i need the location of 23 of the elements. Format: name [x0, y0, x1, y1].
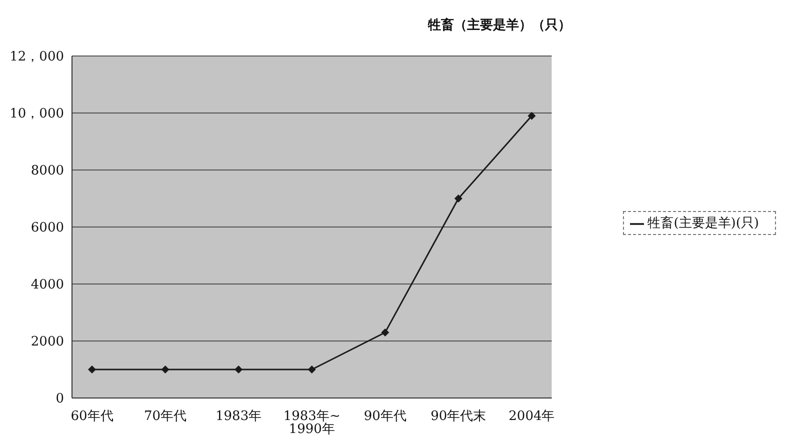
point [234, 366, 243, 374]
point [88, 366, 96, 374]
y-tick-label: 12，000 [10, 50, 64, 65]
point [161, 366, 170, 374]
point [454, 194, 462, 202]
point [381, 328, 390, 336]
x-tick-label: 1983年 [216, 409, 262, 424]
legend-label: 牲畜(主要是羊)(只) [648, 216, 759, 231]
y-tick-label: 2000 [30, 334, 64, 350]
x-tick-label: 70年代 [144, 409, 187, 424]
x-tick-label: 2004年 [508, 409, 555, 424]
point [528, 112, 536, 120]
point [308, 366, 316, 374]
x-tick-label: 1983年~ 1990年 [283, 409, 340, 437]
y-tick-label: 6000 [30, 220, 64, 236]
y-tick-label: 4000 [30, 278, 64, 293]
x-tick-label: 90年代 [364, 409, 406, 424]
y-tick-label: 8000 [30, 164, 64, 179]
x-tick-label: 90年代末 [430, 409, 486, 424]
y-tick-label: 10，000 [10, 106, 64, 122]
chart-title: 牲畜（主要是羊）（只） [428, 16, 571, 34]
x-tick-label: 60年代 [70, 409, 114, 424]
y-tick-label: 0 [56, 392, 64, 407]
